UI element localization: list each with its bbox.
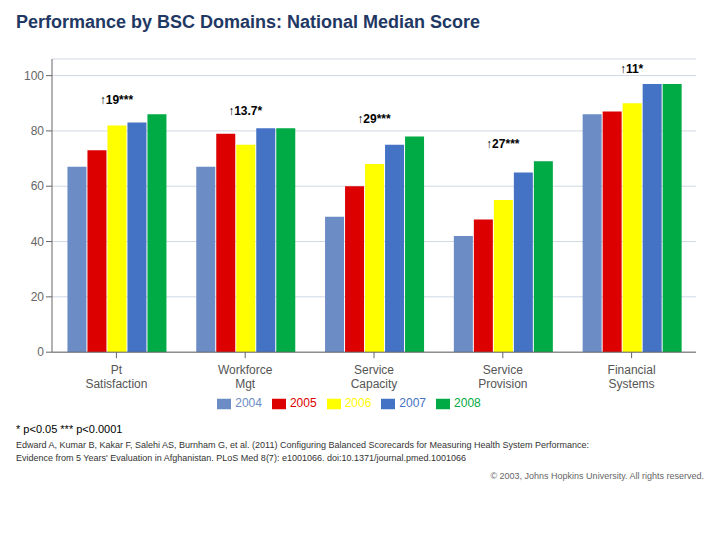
html-text:* p<0.05 *** p<0.0001: * p<0.05 *** p<0.0001	[16, 423, 123, 435]
svg-text:FinancialSystems: FinancialSystems	[608, 363, 656, 391]
html-text:© 2003, Johns Hopkins Universi: © 2003, Johns Hopkins University. All ri…	[490, 471, 704, 481]
svg-text:ServiceProvision: ServiceProvision	[478, 363, 527, 391]
svg-text:↑19***: ↑19***	[100, 93, 134, 107]
svg-text:↑13.7*: ↑13.7*	[228, 104, 262, 118]
svg-text:↑27***: ↑27***	[486, 137, 520, 151]
svg-text:WorkforceMgt: WorkforceMgt	[218, 363, 273, 391]
svg-text:0: 0	[37, 345, 44, 359]
svg-text:40: 40	[31, 235, 45, 249]
html-text:2006: 2006	[344, 396, 372, 411]
html-text:2008: 2008	[454, 396, 481, 411]
html-text:Edward A, Kumar B, Kakar F, Sa: Edward A, Kumar B, Kakar F, Salehi AS, B…	[16, 440, 590, 450]
svg-text:100: 100	[24, 69, 44, 83]
svg-text:80: 80	[31, 124, 45, 138]
html-text:2004: 2004	[235, 396, 262, 411]
html-text:Evidence from 5 Years' Evaluat: Evidence from 5 Years' Evaluation in Afg…	[16, 453, 466, 463]
html-text:2007: 2007	[399, 396, 426, 411]
svg-text:20: 20	[31, 290, 45, 304]
html-text:Performance by BSC Domains: Na: Performance by BSC Domains: National Med…	[16, 12, 481, 32]
svg-text:↑11*: ↑11*	[620, 62, 644, 76]
html-text:2005: 2005	[289, 396, 317, 411]
svg-text:PtSatisfaction: PtSatisfaction	[85, 363, 147, 391]
svg-text:ServiceCapacity: ServiceCapacity	[351, 363, 398, 391]
svg-text:↑29***: ↑29***	[357, 112, 391, 126]
svg-text:60: 60	[31, 179, 45, 193]
